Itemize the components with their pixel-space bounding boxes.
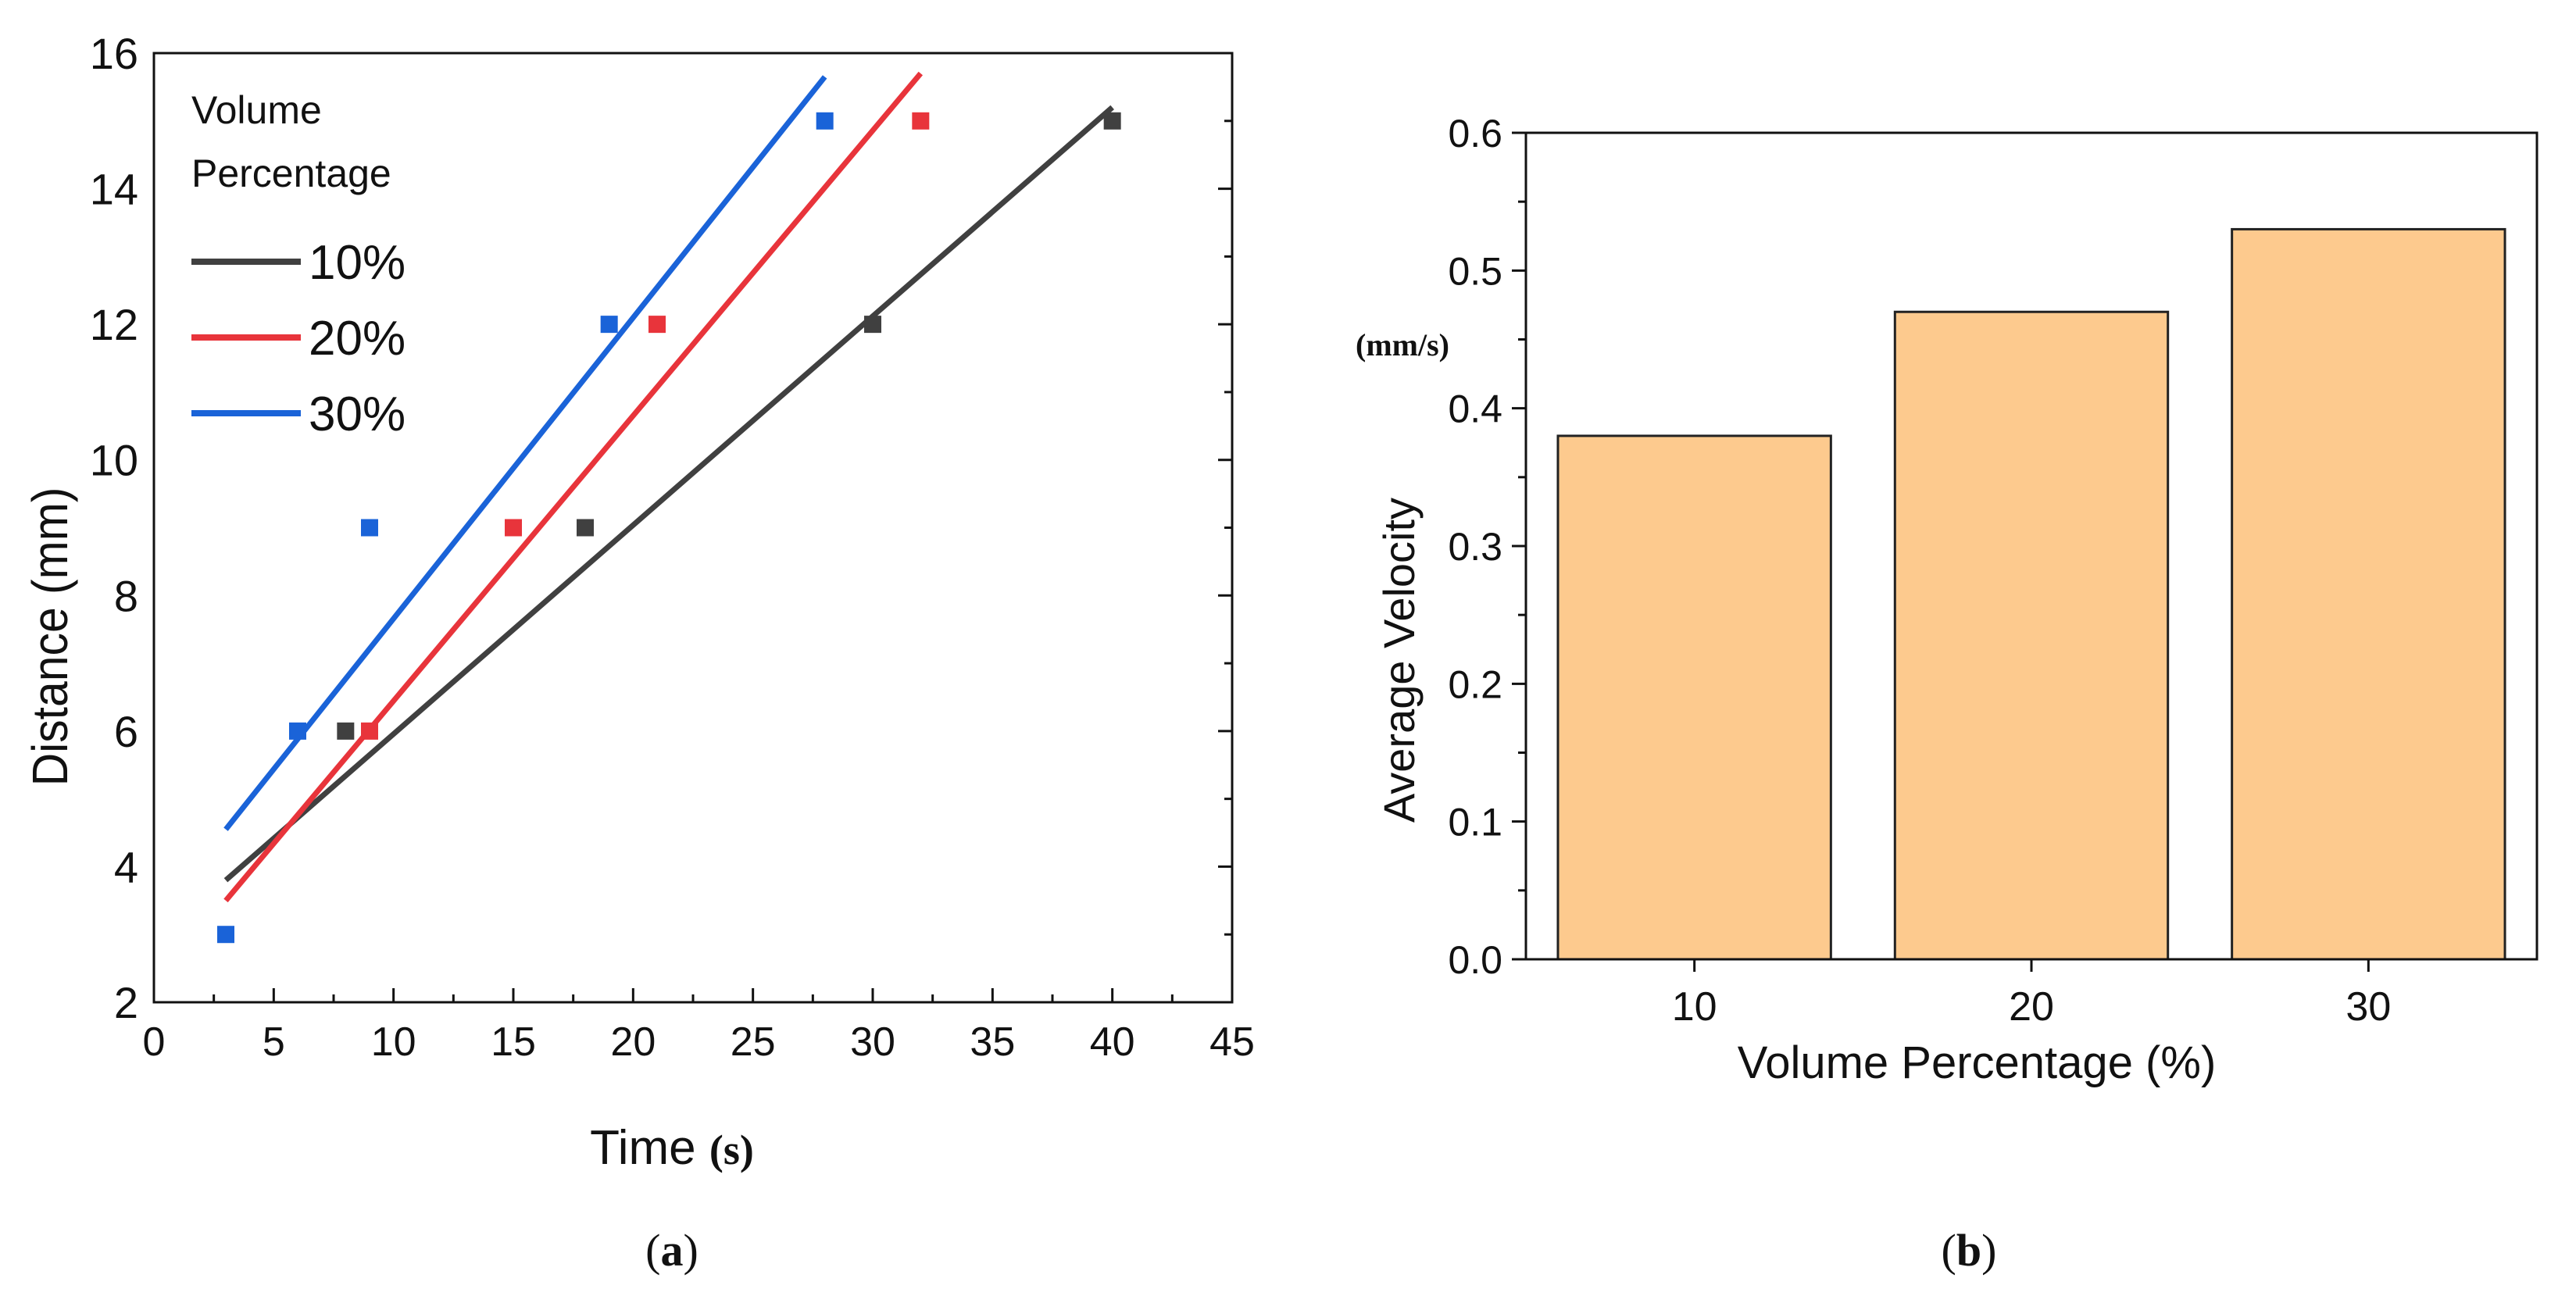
panel-a-tick-labels: 0 5 10 15 20 25 30 35 40 45 2 4 6 8 10 12 14 16: [90, 29, 1255, 1065]
panel-a-ticks: [152, 52, 1234, 1004]
fit-line-10pct: [223, 105, 1114, 883]
panel-b-caption: (b): [1942, 1225, 1997, 1276]
panel-a-frame: [152, 52, 1234, 1004]
x-tick-label: 10: [371, 1019, 416, 1065]
panel-a-caption: (a): [645, 1225, 698, 1276]
panel-b-caption-close: ): [1981, 1225, 1996, 1276]
data-point-20pct: [361, 722, 378, 740]
legend-label-30pct: 30%: [309, 387, 406, 441]
panel-a-data-points: [217, 112, 1121, 944]
panel-b-tick-labels: 0.0 0.1 0.2 0.3 0.4 0.5 0.6 10 20 30: [1448, 112, 2391, 1030]
legend-label-20pct: 20%: [309, 312, 406, 366]
legend-title-line1: Volume: [191, 88, 322, 132]
data-point-30pct: [600, 316, 618, 334]
x-tick-label: 10: [1672, 984, 1717, 1030]
panel-a-x-axis-title: Time (s): [590, 1121, 754, 1175]
y-tick-label: 16: [90, 29, 138, 78]
legend-title-line2: Percentage: [191, 152, 391, 195]
fit-line-30pct: [223, 75, 827, 831]
y-tick-label: 0.3: [1448, 525, 1502, 569]
y-tick-label: 0.4: [1448, 387, 1502, 431]
data-point-20pct: [912, 112, 930, 130]
data-point-30pct: [217, 926, 234, 944]
panel-b-frame: [1524, 131, 2538, 961]
panel-b-caption-open: (: [1942, 1225, 1956, 1276]
data-point-30pct: [361, 519, 378, 537]
y-tick-label: 0.2: [1448, 662, 1502, 706]
x-tick-label: 45: [1209, 1019, 1255, 1065]
bar-30: [2231, 227, 2506, 961]
y-tick-label: 4: [114, 842, 138, 891]
y-tick-label: 10: [90, 436, 138, 485]
y-tick-label: 0.0: [1448, 938, 1502, 982]
x-tick-label: 30: [2346, 984, 2391, 1030]
panel-b-ticks: [1512, 131, 2370, 972]
data-point-30pct: [816, 112, 834, 130]
y-tick-label: 12: [90, 300, 138, 349]
bar-10: [1556, 434, 1832, 961]
data-point-20pct: [648, 316, 666, 334]
x-tick-label: 25: [731, 1019, 776, 1065]
data-point-20pct: [505, 519, 522, 537]
fit-line-20pct: [223, 71, 924, 903]
panel-b-y-axis-title: Average Velocity: [1374, 498, 1424, 823]
y-tick-label: 0.6: [1448, 112, 1502, 155]
panel-a-x-axis-title-text: Time: [590, 1121, 695, 1175]
data-point-10pct: [864, 316, 881, 334]
y-tick-label: 6: [114, 707, 138, 756]
panel-b-y-axis-unit: (mm/s): [1356, 327, 1449, 362]
x-tick-label: 40: [1090, 1019, 1135, 1065]
data-point-30pct: [289, 722, 306, 740]
panel-a-x-axis-unit: (s): [709, 1126, 754, 1173]
data-point-10pct: [1103, 112, 1121, 130]
legend-items: 10% 20% 30%: [191, 236, 406, 441]
x-tick-label: 15: [491, 1019, 536, 1065]
y-tick-label: 0.5: [1448, 249, 1502, 293]
x-tick-label: 30: [850, 1019, 895, 1065]
y-tick-label: 14: [90, 165, 138, 214]
y-tick-label: 0.1: [1448, 801, 1502, 844]
x-tick-label: 5: [263, 1019, 285, 1065]
panel-a-distance-chart: 0 5 10 15 20 25 30 35 40 45 2 4 6 8 10 12 14 16 Distance …: [23, 29, 1255, 1276]
x-tick-label: 20: [610, 1019, 656, 1065]
x-tick-label: 0: [143, 1019, 166, 1065]
panel-b-velocity-chart: 0.0 0.1 0.2 0.3 0.4 0.5 0.6 10 20 30 Average Velo…: [1356, 112, 2538, 1276]
panel-a-legend: Volume Percentage 10% 20% 30%: [191, 88, 406, 441]
panel-a-y-axis-title: Distance (mm): [23, 487, 79, 787]
panel-a-caption-open: (: [645, 1225, 660, 1276]
panel-a-caption-letter: a: [661, 1225, 684, 1276]
panel-b-caption-letter: b: [1956, 1225, 1981, 1276]
x-tick-label: 20: [2009, 984, 2054, 1030]
panel-a-caption-close: ): [684, 1225, 698, 1276]
y-tick-label: 8: [114, 571, 138, 620]
data-point-10pct: [337, 722, 355, 740]
x-tick-label: 35: [970, 1019, 1015, 1065]
y-tick-label: 2: [114, 978, 138, 1027]
panel-a-fit-lines: [223, 71, 1114, 903]
panel-b-bars: [1556, 227, 2506, 961]
data-point-10pct: [577, 519, 594, 537]
bar-20: [1893, 310, 2170, 961]
panel-b-x-axis-title: Volume Percentage (%): [1738, 1037, 2217, 1088]
legend-label-10pct: 10%: [309, 236, 406, 290]
